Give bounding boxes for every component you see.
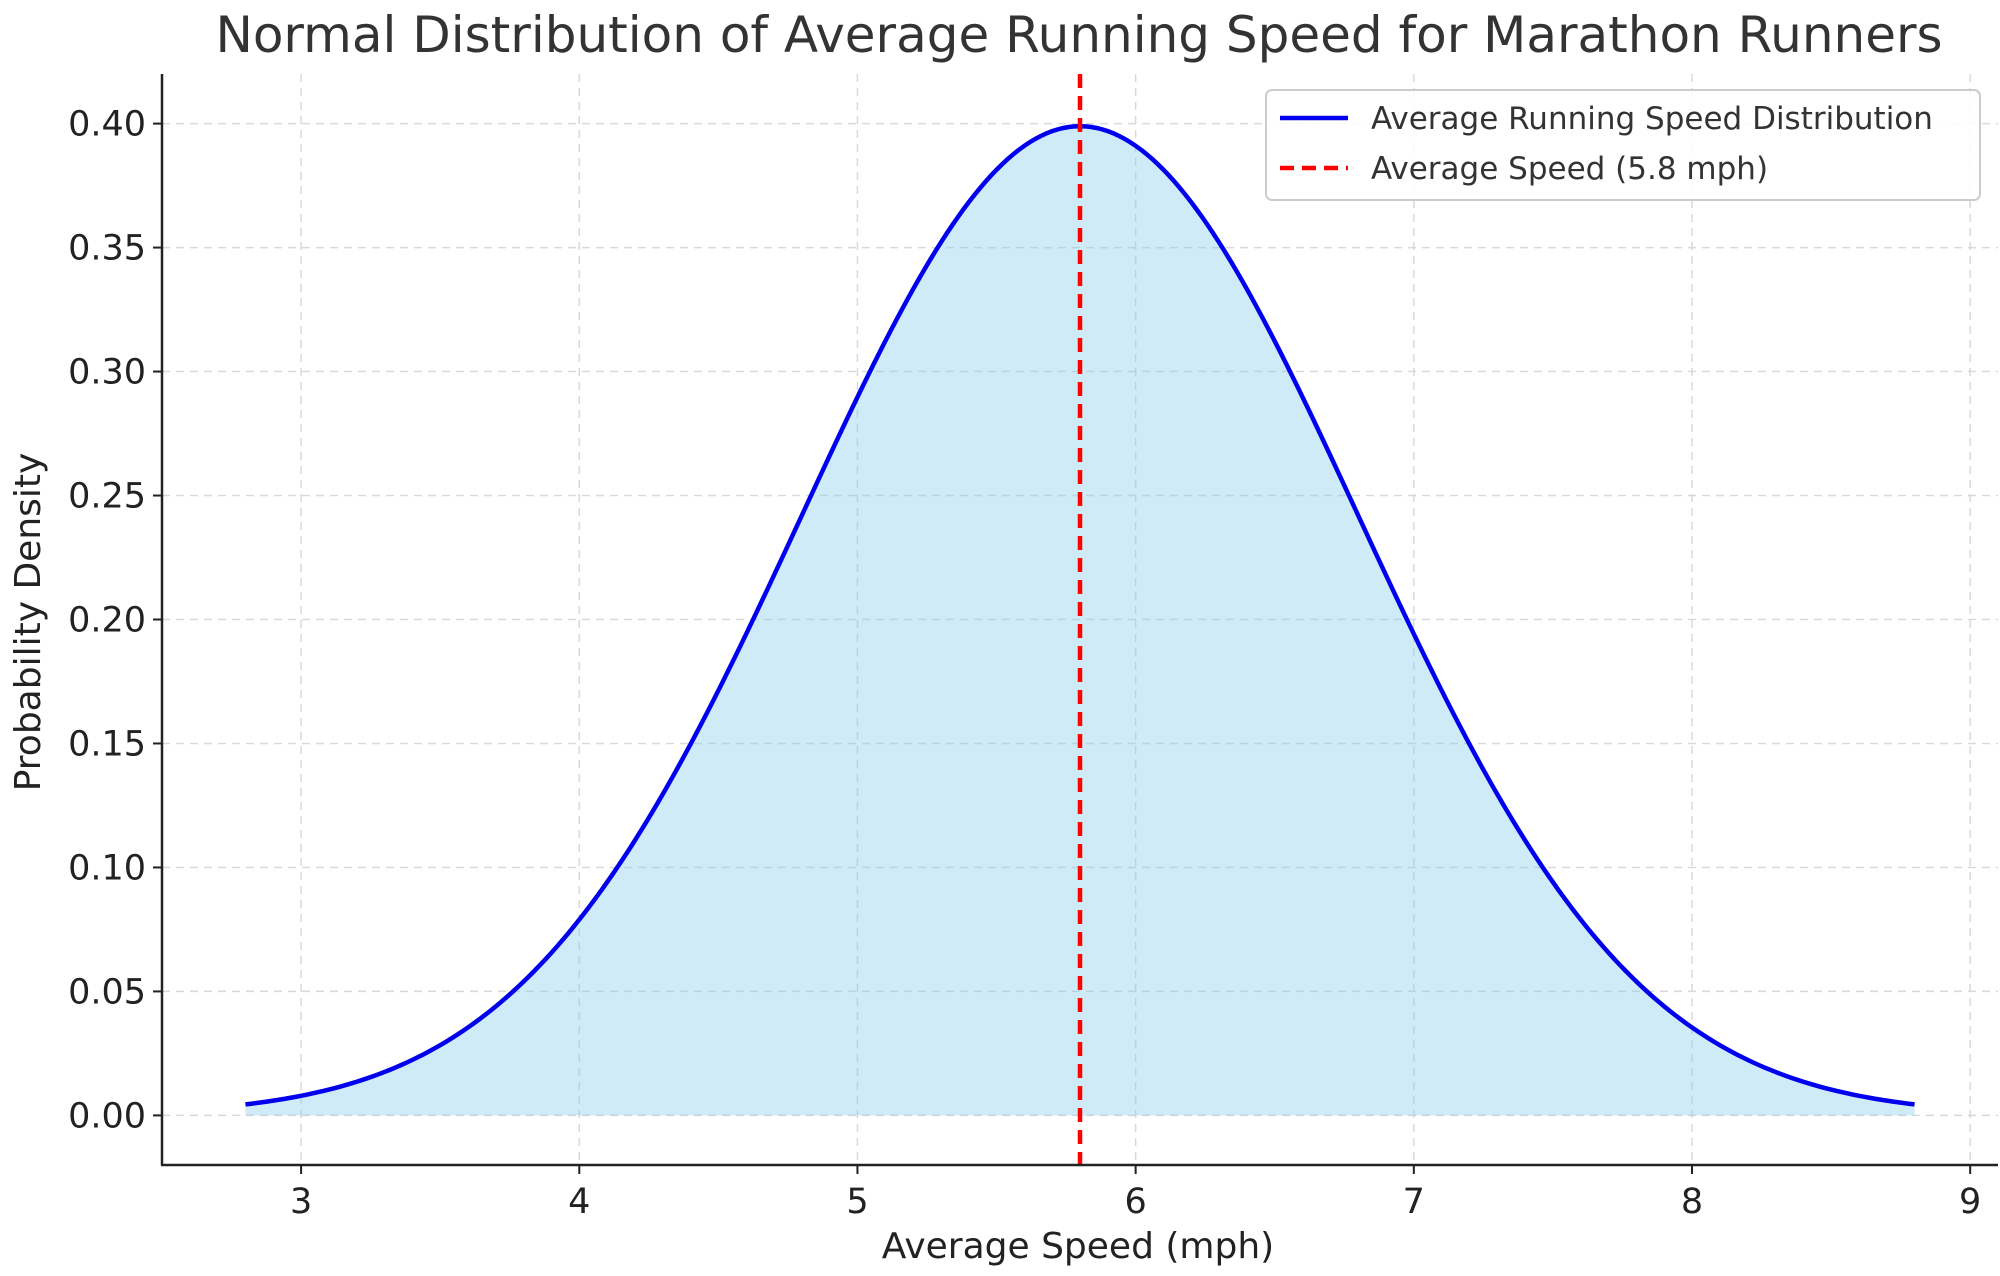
density-area-fill: [245, 126, 1915, 1116]
legend-curve-label: Average Running Speed Distribution: [1371, 101, 1933, 137]
y-tick-label: 0.25: [68, 477, 146, 517]
x-tick-label: 6: [1124, 1182, 1146, 1222]
x-tick-label: 4: [568, 1182, 590, 1222]
legend-mean-label: Average Speed (5.8 mph): [1371, 151, 1768, 187]
y-tick-label: 0.10: [68, 848, 146, 888]
y-tick-label: 0.05: [68, 972, 146, 1012]
y-axis-label: Probability Density: [8, 453, 49, 792]
y-tick-label: 0.35: [68, 229, 146, 269]
x-tick-label: 5: [846, 1182, 868, 1222]
x-tick-label: 7: [1403, 1182, 1425, 1222]
y-axis-ticks: 0.00 0.05 0.10 0.15 0.20 0.25 0.30 0.35 0.40: [68, 105, 162, 1136]
y-tick-label: 0.40: [68, 105, 146, 145]
y-tick-label: 0.30: [68, 353, 146, 393]
legend-box: [1265, 89, 1981, 201]
x-tick-label: 3: [290, 1182, 312, 1222]
y-tick-label: 0.15: [68, 724, 146, 764]
y-tick-label: 0.00: [68, 1096, 146, 1136]
y-tick-label: 0.20: [68, 601, 146, 641]
x-tick-label: 8: [1681, 1182, 1703, 1222]
x-tick-label: 9: [1959, 1182, 1981, 1222]
x-axis-label: Average Speed (mph): [882, 1226, 1274, 1267]
chart-title: Normal Distribution of Average Running S…: [215, 6, 1942, 64]
x-axis-ticks: 3 4 5 6 7 8 9: [290, 1165, 1981, 1222]
legend: Average Running Speed Distribution Avera…: [1265, 89, 1981, 201]
